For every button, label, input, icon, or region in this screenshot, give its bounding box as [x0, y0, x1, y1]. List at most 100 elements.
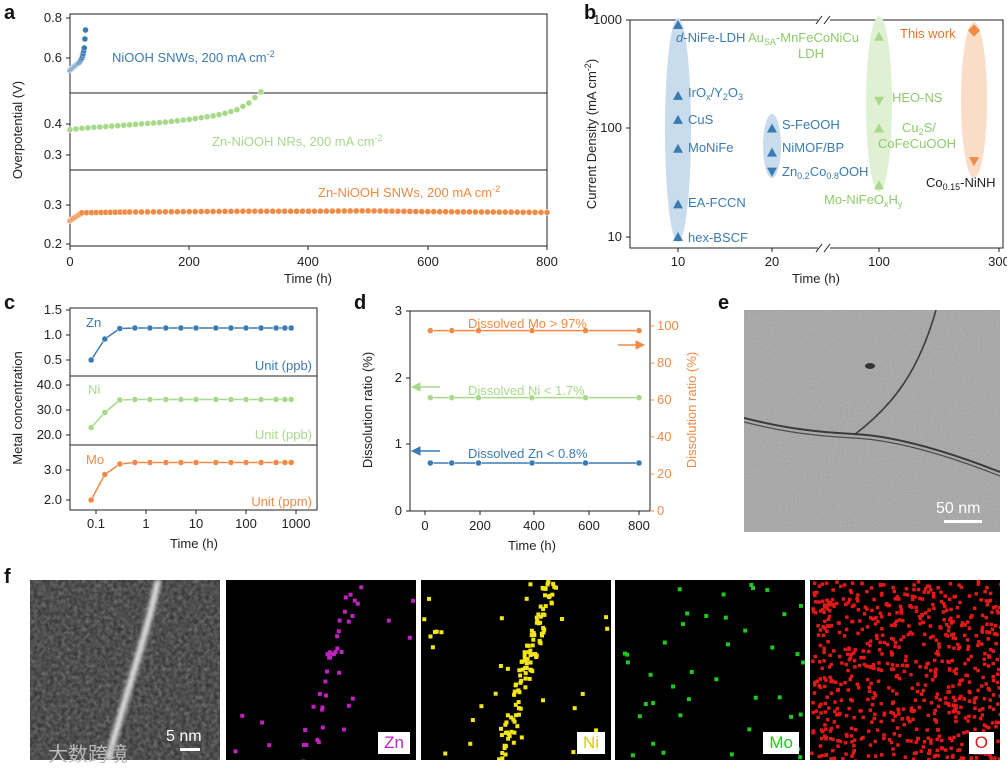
a-data-point: [454, 208, 461, 216]
eds-dot: [816, 715, 820, 720]
eds-dot: [873, 693, 878, 698]
eds-dot: [966, 719, 970, 723]
eds-dot: [233, 749, 238, 754]
eds-dot: [849, 674, 854, 679]
a-data-point: [108, 122, 115, 130]
eds-dot: [552, 584, 557, 589]
eds-dot: [946, 685, 951, 689]
eds-dot: [947, 710, 951, 715]
eds-dot: [512, 692, 517, 697]
eds-dot: [853, 727, 858, 732]
a-data-point: [257, 88, 264, 96]
eds-dot: [604, 615, 609, 620]
b-data-marker: [874, 180, 884, 190]
eds-dot: [985, 585, 989, 590]
a-series-group: [66, 26, 551, 224]
eds-dot: [954, 715, 958, 719]
eds-dot: [343, 595, 348, 600]
eds-dot: [875, 636, 879, 640]
eds-dot: [860, 627, 864, 632]
eds-dot: [917, 705, 922, 710]
eds-dot: [897, 712, 901, 716]
nanowire: [105, 580, 161, 760]
eds-dot: [849, 726, 854, 731]
eds-dot: [872, 666, 876, 670]
eds-dot: [880, 753, 884, 757]
eds-dot: [937, 645, 941, 649]
eds-dot: [939, 599, 944, 604]
eds-dot: [519, 735, 524, 740]
eds-dot: [988, 591, 993, 596]
eds-dot: [981, 707, 985, 711]
c-data-point: [116, 460, 124, 468]
eds-dot: [770, 645, 775, 650]
c-data-point: [162, 459, 170, 466]
eds-dot: [817, 704, 822, 709]
eds-dot: [926, 736, 931, 740]
eds-dot: [954, 671, 958, 676]
eds-dot: [988, 705, 992, 709]
eds-dot: [935, 748, 940, 753]
d-data-point: [582, 459, 589, 467]
eds-dot: [822, 650, 826, 654]
eds-dot: [524, 665, 529, 670]
a-ytick: 0.2: [44, 236, 62, 251]
eds-dot: [827, 614, 832, 619]
d-series-group: [427, 327, 643, 467]
eds-dot: [765, 587, 770, 592]
eds-dot: [847, 706, 851, 711]
eds-dot: [822, 676, 827, 680]
eds-dot: [729, 752, 734, 757]
eds-dot: [929, 668, 933, 673]
b-label-sfeooh: S-FeOOH: [782, 117, 840, 132]
eds-dot: [985, 602, 990, 607]
a-data-point: [275, 208, 282, 215]
eds-dot: [819, 702, 823, 707]
eds-dot: [470, 718, 475, 723]
a-data-point: [72, 125, 80, 133]
eds-dot: [824, 581, 829, 585]
eds-dot: [966, 644, 971, 649]
eds-dot: [922, 740, 927, 744]
b-data-marker: [767, 147, 777, 157]
eds-dot: [915, 689, 920, 694]
eds-dot: [947, 644, 951, 649]
eds-dot: [842, 583, 847, 587]
eds-dot: [893, 597, 898, 601]
eds-dot: [957, 583, 961, 587]
eds-dot: [936, 728, 941, 732]
a-data-point: [251, 208, 259, 215]
d-data-point: [635, 459, 643, 467]
eds-dot: [304, 742, 309, 747]
a-data-point: [299, 208, 306, 215]
eds-map-mo: Mo: [615, 580, 805, 760]
eds-dot: [818, 628, 823, 632]
eds-dot: [856, 631, 860, 636]
eds-dot: [974, 633, 979, 638]
panel-label-e: e: [718, 292, 730, 314]
eds-dot: [956, 642, 960, 647]
eds-dot: [973, 706, 977, 711]
eds-dot: [862, 612, 867, 616]
eds-dot: [918, 596, 922, 601]
eds-dot: [951, 632, 956, 636]
watermark: 大数跨境: [48, 742, 128, 766]
c-data-point: [257, 324, 265, 332]
nanowire: [744, 421, 1000, 477]
eds-dot: [929, 701, 934, 705]
a-data-point: [317, 207, 324, 215]
panel-label-d: d: [354, 292, 367, 314]
eds-dot: [962, 697, 967, 701]
eds-dot: [948, 582, 953, 586]
eds-dot: [980, 625, 985, 630]
eds-dot: [943, 748, 948, 752]
eds-dot: [651, 701, 656, 706]
eds-dot: [963, 623, 967, 627]
eds-dot: [934, 695, 939, 700]
a-data-point: [221, 208, 229, 215]
c-ytick: 20.0: [37, 427, 62, 442]
eds-dot: [822, 603, 827, 607]
eds-dot: [819, 711, 823, 715]
eds-dot: [880, 652, 884, 656]
eds-map-dots: [422, 580, 610, 760]
